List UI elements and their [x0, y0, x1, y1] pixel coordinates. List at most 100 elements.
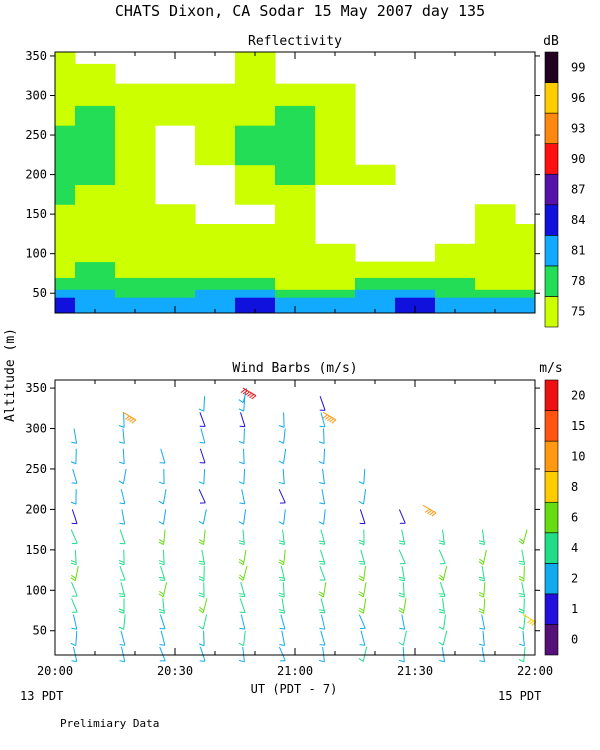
wind-barb: [118, 412, 125, 428]
wind-barb-flag: [478, 610, 484, 614]
reflectivity-colorbar-swatch: [544, 235, 559, 267]
wind-barb-shaft: [481, 646, 486, 662]
wind-y-tick-label: 350: [25, 381, 47, 395]
wind-barb-flag: [240, 388, 246, 394]
wind-barb-shaft: [72, 614, 78, 630]
wind-barb: [238, 565, 248, 581]
reflectivity-cell: [475, 261, 516, 278]
figure-title: CHATS Dixon, CA Sodar 15 May 2007 day 13…: [115, 2, 485, 20]
reflectivity-cell: [235, 83, 276, 106]
wind-x-tick-label: 20:30: [157, 664, 193, 678]
reflectivity-colorbar-swatch: [544, 82, 559, 114]
wind-barb: [198, 529, 206, 546]
reflectivity-y-tick-label: 300: [25, 89, 47, 103]
reflectivity-cell: [275, 105, 316, 126]
wind-barb-flag: [279, 542, 285, 545]
wind-barb-flag: [159, 462, 165, 464]
wind-barb-flag: [518, 608, 525, 612]
wind-barb-shaft: [203, 396, 206, 412]
wind-colorbar-swatch: [544, 624, 559, 656]
wind-barb: [358, 582, 367, 598]
wind-barb-shaft: [241, 489, 246, 504]
wind-barb: [358, 598, 367, 614]
wind-barb-flag: [119, 502, 125, 505]
reflectivity-cell: [515, 261, 536, 278]
wind-barb: [278, 529, 285, 545]
wind-barb: [239, 646, 245, 663]
wind-barb: [199, 412, 206, 427]
reflectivity-cell: [235, 261, 276, 278]
wind-barb: [278, 598, 286, 614]
wind-barb: [319, 630, 326, 646]
wind-colorbar-swatch: [544, 563, 559, 595]
wind-barb-shaft: [120, 489, 126, 504]
wind-barb-flag: [278, 440, 284, 444]
reflectivity-cell: [75, 289, 116, 298]
wind-barb: [439, 646, 446, 663]
reflectivity-cell: [435, 243, 476, 263]
reflectivity-cell: [115, 297, 156, 314]
wind-barb-shaft: [203, 468, 206, 484]
wind-barb-shaft: [322, 468, 325, 484]
wind-barb-flag: [358, 658, 364, 662]
wind-barb-flag: [478, 540, 485, 543]
wind-barb-shaft: [481, 614, 486, 630]
reflectivity-title: Reflectivity: [248, 34, 342, 49]
wind-barb: [278, 412, 285, 428]
wind-barb-flag: [238, 521, 244, 525]
reflectivity-cell: [435, 277, 476, 290]
wind-barb: [438, 598, 445, 614]
wind-y-tick-label: 50: [33, 624, 47, 638]
wind-barb-flag: [429, 511, 435, 516]
wind-barb: [118, 614, 126, 630]
wind-barb-shaft: [360, 630, 366, 646]
wind-barb: [238, 428, 245, 444]
wind-barb-flag: [518, 575, 525, 579]
wind-barb-shaft: [323, 448, 326, 464]
wind-barb: [238, 468, 246, 485]
wind-barb-shaft: [242, 387, 248, 403]
reflectivity-colorbar-label: 75: [571, 305, 585, 319]
reflectivity-cell: [115, 144, 156, 166]
wind-barb-flag: [278, 481, 285, 485]
reflectivity-cell: [55, 105, 76, 126]
reflectivity-cell: [195, 224, 236, 245]
wind-colorbar-label: 2: [571, 572, 578, 586]
reflectivity-cell: [55, 83, 76, 106]
wind-colorbar-label: 15: [571, 419, 585, 433]
reflectivity-cell: [115, 243, 156, 263]
wind-barb-flag: [71, 441, 77, 444]
wind-barb-flag: [238, 408, 244, 412]
reflectivity-cell: [55, 184, 76, 205]
wind-barb: [158, 598, 165, 614]
wind-barb-flag: [70, 577, 76, 582]
wind-barb-flag: [479, 660, 485, 663]
wind-barb: [478, 582, 486, 598]
wind-barb: [118, 549, 125, 566]
reflectivity-cell: [395, 261, 436, 278]
wind-barb: [198, 566, 205, 582]
wind-barb: [159, 646, 166, 662]
wind-barb-flag: [158, 481, 165, 485]
wind-barb-flag: [399, 579, 405, 582]
wind-barb-flag: [518, 658, 524, 663]
wind-barb: [198, 549, 206, 566]
wind-barb-shaft: [119, 529, 126, 544]
wind-barb-flag: [118, 626, 124, 630]
reflectivity-cell: [275, 144, 316, 166]
wind-barb-flag: [478, 608, 485, 612]
reflectivity-cell: [235, 184, 276, 205]
wind-barb: [238, 387, 248, 404]
wind-barb-shaft: [441, 646, 446, 662]
wind-barb-flag: [238, 481, 245, 485]
reflectivity-cell: [155, 297, 196, 314]
reflectivity-cell: [235, 243, 276, 263]
reflectivity-cell: [75, 204, 116, 225]
wind-barb: [118, 468, 127, 485]
wind-barb: [398, 549, 406, 565]
wind-barb-flag: [118, 559, 125, 563]
reflectivity-cell: [235, 224, 276, 245]
wind-barb: [238, 509, 247, 525]
wind-barb-shaft: [123, 614, 126, 630]
wind-barb-flag: [198, 481, 205, 485]
